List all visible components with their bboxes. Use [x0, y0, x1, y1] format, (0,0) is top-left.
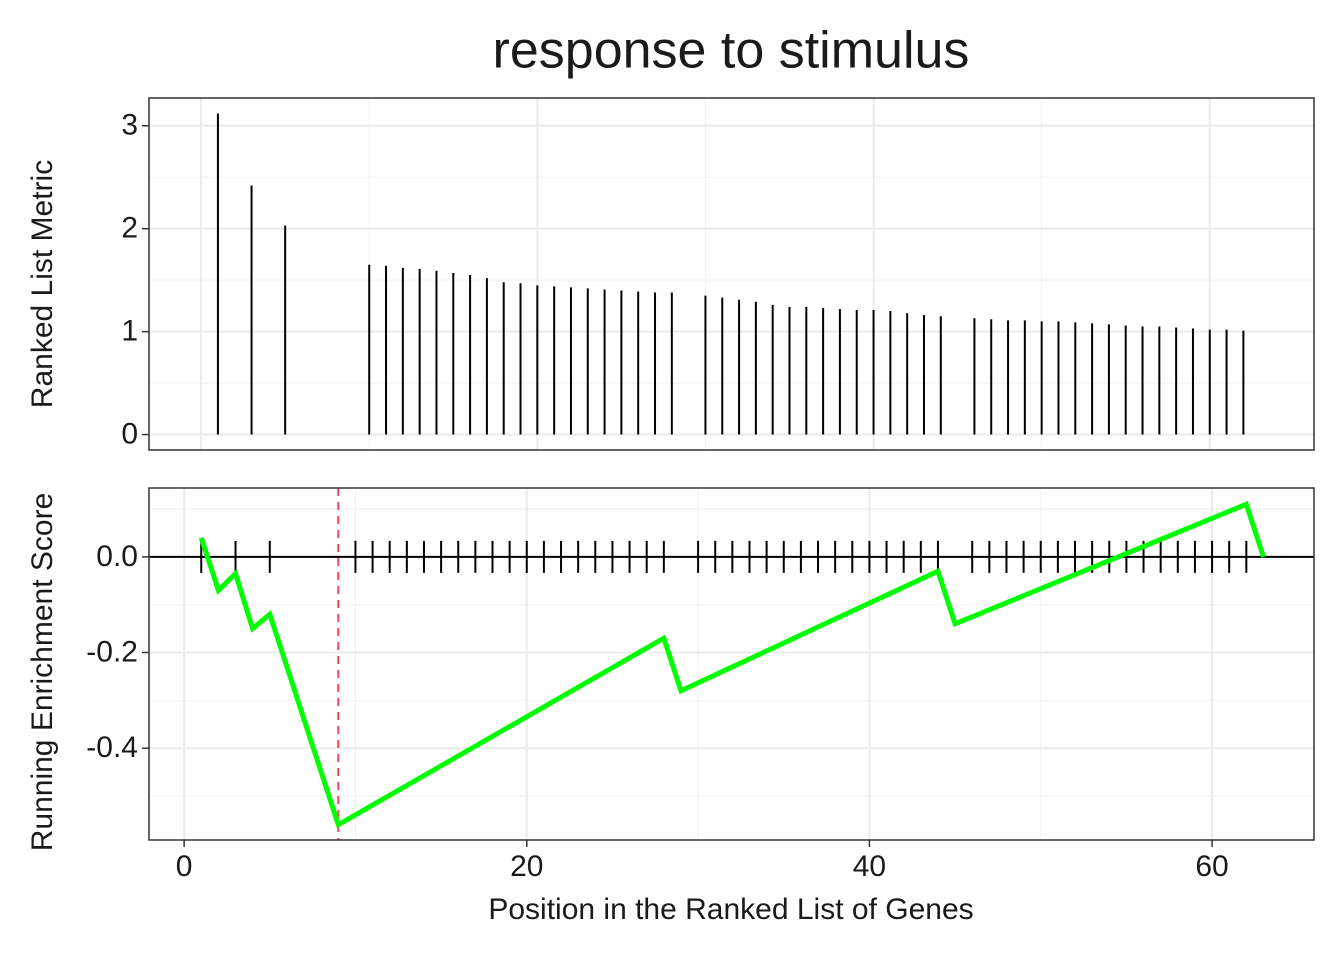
y-axis-label: Ranked List Metric [26, 160, 59, 408]
y-tick-label: 2 [121, 212, 138, 245]
y-tick-label: 3 [121, 109, 138, 142]
panel-border [148, 97, 1315, 451]
x-tick-label: 20 [510, 850, 543, 883]
running-score-line [198, 500, 1266, 829]
panel-border [148, 487, 1315, 841]
y-tick-label: 0 [121, 417, 138, 450]
y-tick-label: -0.4 [86, 731, 138, 764]
y-axis-label: Running Enrichment Score [26, 493, 59, 852]
y-tick-label: 1 [121, 315, 138, 348]
chart-title: response to stimulus [493, 22, 970, 80]
y-tick-label: 0.0 [96, 540, 138, 573]
x-axis-label: Position in the Ranked List of Genes [488, 893, 973, 926]
x-tick-label: 0 [176, 850, 193, 883]
panel-background [149, 98, 1314, 450]
y-tick-label: -0.2 [86, 635, 138, 668]
x-tick-label: 60 [1195, 850, 1228, 883]
x-tick-label: 40 [853, 850, 886, 883]
